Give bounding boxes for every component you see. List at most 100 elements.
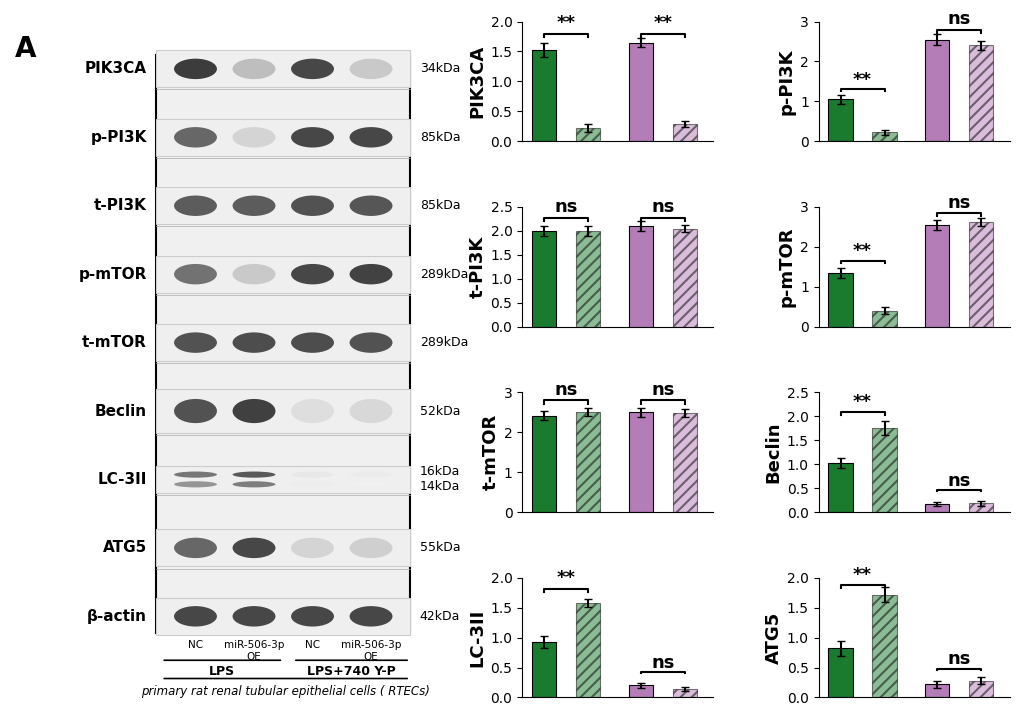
Ellipse shape: [290, 332, 333, 353]
Text: p-mTOR: p-mTOR: [78, 267, 147, 282]
Ellipse shape: [232, 332, 275, 353]
Text: miR-506-3p
OE: miR-506-3p OE: [223, 640, 284, 661]
Ellipse shape: [232, 472, 275, 477]
Bar: [924, 504, 949, 512]
Bar: [576, 231, 599, 326]
Ellipse shape: [350, 606, 392, 626]
Y-axis label: p-PI3K: p-PI3K: [777, 48, 795, 114]
Ellipse shape: [232, 127, 275, 147]
FancyBboxPatch shape: [156, 55, 410, 633]
FancyBboxPatch shape: [156, 255, 410, 293]
Bar: [532, 416, 555, 512]
FancyBboxPatch shape: [156, 389, 410, 433]
Ellipse shape: [174, 332, 217, 353]
FancyBboxPatch shape: [156, 119, 410, 156]
Text: ns: ns: [554, 381, 578, 399]
Text: ns: ns: [947, 194, 970, 212]
Bar: [871, 595, 896, 697]
Ellipse shape: [290, 264, 333, 285]
Text: 85kDa: 85kDa: [420, 199, 460, 212]
Text: 52kDa: 52kDa: [420, 405, 460, 418]
Text: PIK3CA: PIK3CA: [85, 61, 147, 76]
Text: primary rat renal tubular epithelial cells ( RTECs): primary rat renal tubular epithelial cel…: [141, 685, 430, 698]
Y-axis label: t-PI3K: t-PI3K: [468, 236, 486, 298]
Bar: [924, 40, 949, 141]
Bar: [673, 689, 696, 697]
Y-axis label: LC-3II: LC-3II: [468, 608, 486, 667]
Bar: [532, 642, 555, 697]
Text: Beclin: Beclin: [95, 403, 147, 418]
Text: **: **: [556, 14, 575, 32]
Y-axis label: p-mTOR: p-mTOR: [777, 226, 795, 307]
Ellipse shape: [290, 196, 333, 216]
Ellipse shape: [232, 481, 275, 487]
Ellipse shape: [174, 127, 217, 147]
Text: 85kDa: 85kDa: [420, 131, 460, 144]
Bar: [871, 311, 896, 326]
Ellipse shape: [232, 606, 275, 626]
Ellipse shape: [174, 472, 217, 477]
Text: LPS: LPS: [209, 665, 235, 678]
Y-axis label: Beclin: Beclin: [764, 421, 782, 483]
Bar: [532, 231, 555, 326]
Text: **: **: [852, 393, 871, 411]
Ellipse shape: [290, 59, 333, 79]
Y-axis label: t-mTOR: t-mTOR: [481, 414, 499, 490]
Bar: [673, 124, 696, 141]
Text: **: **: [852, 566, 871, 584]
Bar: [968, 45, 993, 141]
Text: NC: NC: [305, 640, 320, 650]
Text: LC-3II: LC-3II: [97, 472, 147, 487]
Bar: [968, 503, 993, 512]
Ellipse shape: [350, 332, 392, 353]
Bar: [968, 222, 993, 326]
Bar: [576, 412, 599, 512]
Y-axis label: ATG5: ATG5: [764, 611, 782, 664]
Text: ns: ns: [650, 198, 674, 216]
Ellipse shape: [290, 606, 333, 626]
Ellipse shape: [232, 538, 275, 558]
Text: 42kDa: 42kDa: [420, 610, 460, 623]
Ellipse shape: [350, 196, 392, 216]
Ellipse shape: [290, 399, 333, 423]
Ellipse shape: [174, 538, 217, 558]
Ellipse shape: [174, 399, 217, 423]
Text: **: **: [653, 14, 672, 32]
FancyBboxPatch shape: [156, 466, 410, 493]
Ellipse shape: [174, 606, 217, 626]
Text: 289kDa: 289kDa: [420, 336, 468, 349]
Text: ATG5: ATG5: [102, 541, 147, 555]
Ellipse shape: [232, 59, 275, 79]
Text: NC: NC: [187, 640, 203, 650]
Text: **: **: [852, 71, 871, 89]
Text: A: A: [15, 35, 37, 63]
Ellipse shape: [174, 264, 217, 285]
Text: p-PI3K: p-PI3K: [91, 130, 147, 145]
Ellipse shape: [174, 196, 217, 216]
Ellipse shape: [174, 59, 217, 79]
Bar: [628, 42, 652, 141]
Bar: [628, 685, 652, 697]
Bar: [968, 681, 993, 697]
Text: ns: ns: [947, 651, 970, 669]
Bar: [628, 226, 652, 326]
Bar: [924, 684, 949, 697]
Ellipse shape: [232, 196, 275, 216]
Ellipse shape: [290, 472, 333, 477]
Bar: [576, 603, 599, 697]
FancyBboxPatch shape: [156, 50, 410, 88]
Text: t-mTOR: t-mTOR: [82, 335, 147, 350]
Ellipse shape: [350, 264, 392, 285]
Bar: [827, 463, 852, 512]
Ellipse shape: [350, 481, 392, 487]
Ellipse shape: [350, 472, 392, 477]
Ellipse shape: [290, 481, 333, 487]
Ellipse shape: [350, 127, 392, 147]
Text: LPS+740 Y-P: LPS+740 Y-P: [307, 665, 395, 678]
Text: 55kDa: 55kDa: [420, 541, 460, 554]
Bar: [576, 128, 599, 141]
Text: ns: ns: [650, 654, 674, 672]
Text: ns: ns: [947, 472, 970, 490]
Ellipse shape: [350, 399, 392, 423]
Ellipse shape: [350, 59, 392, 79]
